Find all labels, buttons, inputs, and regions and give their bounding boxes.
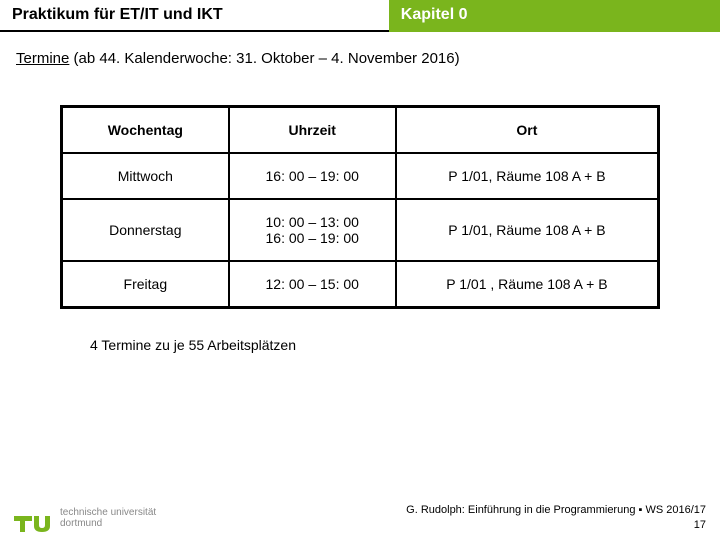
footer-credit: G. Rudolph: Einführung in die Programmie…: [406, 503, 706, 532]
header-title-right: Kapitel 0: [389, 0, 720, 32]
cell-time: 10: 00 – 13: 00 16: 00 – 19: 00: [229, 199, 396, 261]
column-header-time: Uhrzeit: [229, 107, 396, 154]
page-number: 17: [406, 518, 706, 532]
cell-location: P 1/01 , Räume 108 A + B: [396, 261, 659, 308]
footnote: 4 Termine zu je 55 Arbeitsplätzen: [0, 319, 720, 353]
university-name: technische universität dortmund: [60, 507, 156, 529]
logo-text-line1: technische universität: [60, 507, 156, 518]
column-header-day: Wochentag: [62, 107, 229, 154]
table-row: Mittwoch 16: 00 – 19: 00 P 1/01, Räume 1…: [62, 153, 659, 199]
subtitle-rest: (ab 44. Kalenderwoche: 31. Oktober – 4. …: [69, 50, 459, 67]
logo-text-line2: dortmund: [60, 518, 156, 529]
credit-text: G. Rudolph: Einführung in die Programmie…: [406, 503, 706, 517]
university-logo: technische universität dortmund: [14, 504, 156, 532]
schedule-table: Wochentag Uhrzeit Ort Mittwoch 16: 00 – …: [60, 105, 660, 309]
cell-location: P 1/01, Räume 108 A + B: [396, 199, 659, 261]
cell-time: 12: 00 – 15: 00: [229, 261, 396, 308]
schedule-table-container: Wochentag Uhrzeit Ort Mittwoch 16: 00 – …: [0, 75, 720, 319]
cell-time: 16: 00 – 19: 00: [229, 153, 396, 199]
cell-day: Donnerstag: [62, 199, 229, 261]
slide-footer: technische universität dortmund G. Rudol…: [0, 503, 720, 534]
table-row: Donnerstag 10: 00 – 13: 00 16: 00 – 19: …: [62, 199, 659, 261]
table-row: Freitag 12: 00 – 15: 00 P 1/01 , Räume 1…: [62, 261, 659, 308]
column-header-location: Ort: [396, 107, 659, 154]
cell-day: Freitag: [62, 261, 229, 308]
slide-header: Praktikum für ET/IT und IKT Kapitel 0: [0, 0, 720, 32]
tu-logo-icon: [14, 504, 54, 532]
header-title-left: Praktikum für ET/IT und IKT: [0, 0, 389, 32]
cell-day: Mittwoch: [62, 153, 229, 199]
table-header-row: Wochentag Uhrzeit Ort: [62, 107, 659, 154]
subtitle: Termine (ab 44. Kalenderwoche: 31. Oktob…: [0, 32, 720, 75]
subtitle-underlined: Termine: [16, 50, 69, 67]
cell-location: P 1/01, Räume 108 A + B: [396, 153, 659, 199]
